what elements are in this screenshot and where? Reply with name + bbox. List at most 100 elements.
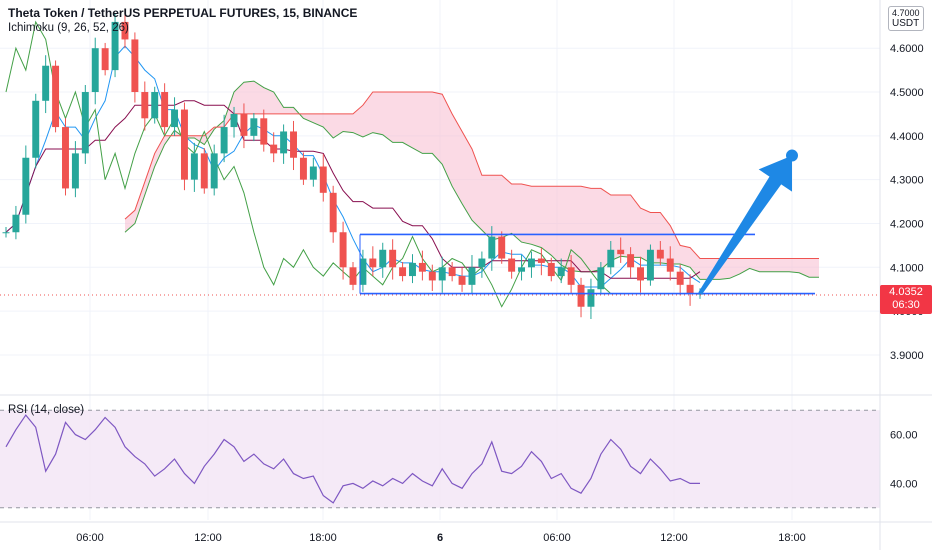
candle-body: [379, 249, 387, 268]
candle-body: [270, 144, 278, 154]
candle-body: [399, 267, 407, 277]
rsi-pane: 60.00 40.00: [0, 409, 918, 509]
top-price-label: 4.7000: [892, 8, 920, 18]
y-tick-label: 4.1000: [890, 262, 924, 274]
x-tick-label: 12:00: [660, 532, 688, 544]
candle-body: [587, 289, 595, 307]
candle-body: [280, 131, 288, 154]
candle-body: [319, 166, 327, 193]
candle-body: [91, 48, 99, 93]
chikou-span-line: [5, 20, 621, 308]
candle-body: [62, 127, 69, 189]
candle-body: [171, 109, 179, 128]
ichimoku-cloud: [124, 80, 819, 280]
candle-body: [428, 271, 436, 281]
candle-body: [200, 153, 208, 189]
rsi-tick-label: 60.00: [890, 430, 918, 442]
candle-body: [161, 92, 169, 128]
candle-body: [508, 258, 516, 272]
senkou-span-b: [124, 91, 819, 259]
candle-body: [299, 157, 307, 180]
arrow-endpoint: [786, 149, 798, 162]
candle-body: [52, 65, 60, 128]
x-tick-label: 18:00: [778, 532, 806, 544]
candle-body: [121, 21, 129, 40]
candle-body: [409, 262, 416, 277]
bar-countdown: 06:30: [892, 299, 920, 311]
candle-body: [22, 157, 30, 215]
candle-body: [646, 249, 654, 281]
candle-body: [597, 267, 605, 290]
candle-body: [339, 232, 347, 268]
candle-body: [190, 153, 198, 180]
x-tick-label: 18:00: [309, 532, 337, 544]
candle-body: [250, 118, 258, 136]
candle-body: [488, 236, 496, 259]
quote-currency: USDT: [892, 18, 920, 29]
candle-body: [240, 113, 248, 136]
candle-body: [389, 249, 397, 268]
quote-currency-badge[interactable]: 4.7000 USDT: [888, 6, 924, 31]
candle-body: [617, 249, 625, 255]
last-price-badge: 4.0352 06:30: [880, 285, 932, 314]
rsi-legend[interactable]: RSI (14, close): [8, 404, 85, 416]
candle-body: [309, 166, 317, 180]
candle-body: [478, 258, 486, 268]
rsi-band-fill: [0, 410, 880, 508]
candle-body: [468, 267, 476, 285]
candle-body: [260, 118, 268, 145]
x-tick-label: 06:00: [543, 532, 571, 544]
candlestick-series: [2, 9, 704, 320]
y-tick-label: 3.9000: [890, 350, 924, 362]
candle-body: [666, 258, 674, 272]
candle-body: [458, 276, 466, 285]
candle-body: [518, 267, 526, 272]
candle-body: [547, 262, 555, 277]
candle-body: [42, 65, 50, 101]
candle-body: [627, 254, 635, 268]
candle-body: [111, 21, 119, 71]
candle-body: [527, 258, 535, 268]
candle-body: [418, 262, 426, 272]
candle-body: [359, 258, 367, 285]
x-tick-label: 6: [437, 532, 443, 544]
candle-body: [101, 48, 109, 71]
rsi-tick-label: 40.00: [890, 478, 918, 490]
candle-body: [637, 267, 644, 281]
y-tick-label: 4.6000: [890, 43, 924, 55]
candle-body: [349, 267, 357, 285]
candle-body: [607, 249, 615, 268]
candle-body: [577, 284, 585, 307]
candle-body: [686, 284, 694, 294]
candle-body: [220, 127, 228, 154]
x-tick-label: 12:00: [194, 532, 222, 544]
candle-body: [369, 258, 377, 268]
candle-body: [180, 109, 188, 180]
candle-body: [290, 131, 297, 158]
y-tick-label: 4.5000: [890, 87, 924, 99]
candle-body: [71, 153, 79, 189]
candle-body: [141, 92, 149, 119]
candle-body: [12, 214, 20, 233]
y-tick-label: 4.3000: [890, 175, 924, 187]
bullish-projection-arrow: [698, 155, 792, 295]
senkou-span-a: [124, 80, 819, 280]
candle-body: [329, 192, 337, 233]
candle-body: [210, 153, 218, 189]
ichimoku-legend[interactable]: Ichimoku (9, 26, 52, 26): [8, 22, 129, 34]
kijun-sen-line: [5, 100, 701, 279]
candle-body: [557, 267, 565, 277]
trend-drawings: [0, 149, 880, 296]
last-price: 4.0352: [889, 286, 923, 298]
x-tick-label: 06:00: [76, 532, 104, 544]
candle-body: [567, 267, 575, 285]
candle-body: [656, 249, 664, 259]
candle-body: [448, 267, 456, 277]
kumo-cloud-fill: [125, 81, 819, 280]
candle-body: [151, 92, 159, 119]
candle-body: [676, 271, 684, 285]
candle-body: [131, 39, 139, 93]
candle-body: [81, 92, 89, 154]
